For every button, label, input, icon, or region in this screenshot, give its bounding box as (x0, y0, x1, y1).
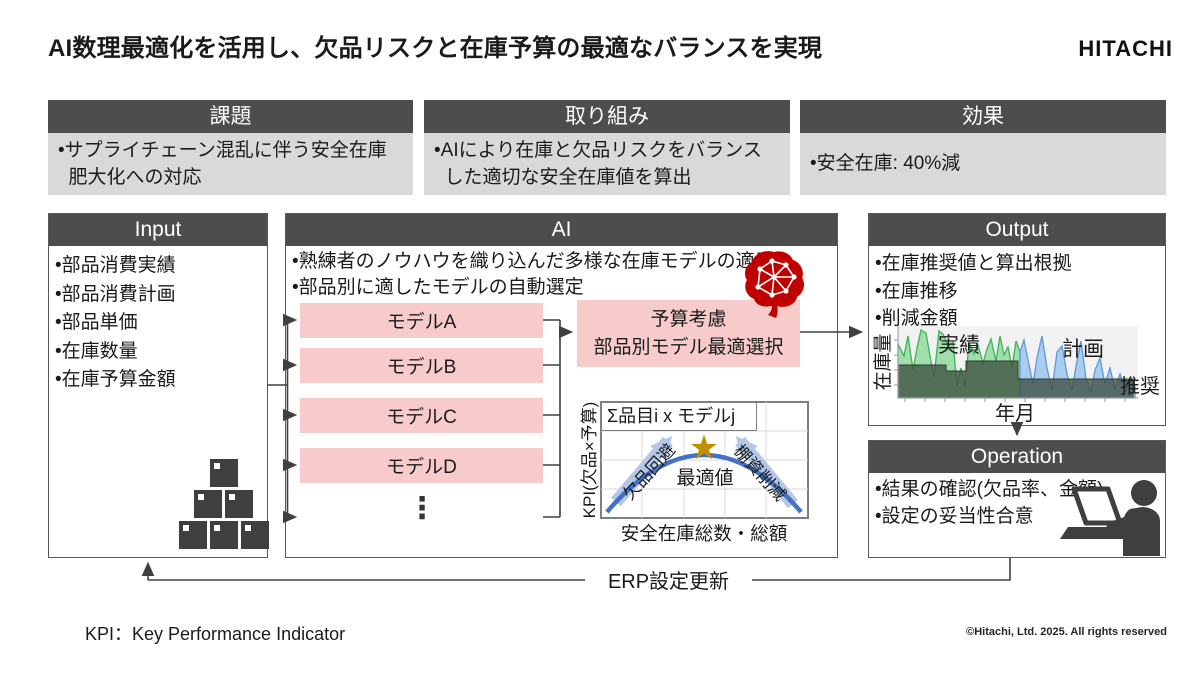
list-item: •部品別に適したモデルの自動選定 (292, 276, 584, 298)
hitachi-logo: HITACHI (1078, 36, 1173, 61)
kpi-footnote: KPI：Key Performance Indicator (85, 624, 346, 644)
initiative-header: 取り組み (424, 100, 790, 133)
recommended-series-label: 推奨 (1120, 376, 1160, 398)
challenge-header: 課題 (48, 100, 413, 133)
model-selector-box: 予算考慮 部品別モデル最適選択 (577, 300, 800, 367)
initiative-box: 取り組み •AIにより在庫と欠品リスクをバランスした適切な安全在庫値を算出 (424, 100, 790, 195)
parts-stack-icon (179, 459, 269, 549)
ai-bullet-list: •熟練者のノウハウを織り込んだ多様な在庫モデルの適用 •部品別に適したモデルの自… (292, 249, 833, 300)
list-item: •在庫推奨値と算出根拠 (875, 253, 1072, 274)
model-b-box: モデルB (300, 348, 543, 383)
list-item: •熟練者のノウハウを織り込んだ多様な在庫モデルの適用 (292, 251, 774, 272)
ai-brain-icon (744, 251, 805, 318)
effect-box: 効果 •安全在庫: 40%減 (800, 100, 1166, 195)
optimal-star-icon: ★ (688, 429, 720, 467)
models-ellipsis-icon: ⋮ (407, 492, 437, 525)
person-laptop-icon (1060, 480, 1160, 556)
list-item: •削減金額 (875, 308, 958, 330)
selector-line1: 予算考慮 (650, 308, 727, 330)
inventory-y-axis-label: 在庫量 (873, 333, 894, 391)
operation-item-list: •結果の確認(欠品率、金額) •設定の妥当性合意 (875, 477, 1161, 530)
kpi-y-axis-label: KPI(欠品×予算) (580, 401, 599, 519)
effect-header: 効果 (800, 100, 1166, 133)
output-header: Output (869, 214, 1165, 246)
page-title: AI数理最適化を活用し、欠品リスクと在庫予算の最適なバランスを実現 (48, 35, 823, 62)
plan-series-label: 計画 (1062, 338, 1104, 361)
inventory-x-axis-label: 年月 (995, 403, 1035, 425)
list-item: •在庫数量 (55, 340, 138, 362)
model-c-box: モデルC (300, 398, 543, 433)
input-box: Input •部品消費実績 •部品消費計画 •部品単価 •在庫数量 •在庫予算金… (48, 213, 268, 558)
list-item: •在庫推移 (875, 280, 958, 302)
erp-feedback-label: ERP設定更新 (585, 565, 752, 594)
list-item: •部品消費実績 (55, 255, 176, 276)
optimal-value-label: 最適値 (676, 468, 734, 489)
challenge-box: 課題 •サプライチェーン混乱に伴う安全在庫肥大化への対応 (48, 100, 413, 195)
input-item-list: •部品消費実績 •部品消費計画 •部品単価 •在庫数量 •在庫予算金額 (55, 252, 263, 395)
list-item: •結果の確認(欠品率、金額) (875, 479, 1104, 500)
operation-header: Operation (869, 441, 1165, 473)
actual-series-label: 実績 (938, 334, 980, 357)
output-item-list: •在庫推奨値と算出根拠 •在庫推移 •削減金額 (875, 250, 1161, 333)
copyright-text: ©Hitachi, Ltd. 2025. All rights reserved (966, 626, 1167, 638)
kpi-x-axis-label: 安全在庫総数・総額 (620, 523, 788, 544)
input-header: Input (49, 214, 267, 246)
list-item: •在庫予算金額 (55, 369, 176, 390)
model-d-box: モデルD (300, 448, 543, 483)
ai-header: AI (286, 214, 837, 246)
initiative-body: •AIにより在庫と欠品リスクをバランスした適切な安全在庫値を算出 (434, 140, 762, 188)
list-item: •部品単価 (55, 312, 138, 333)
list-item: •部品消費計画 (55, 283, 176, 305)
list-item: •設定の妥当性合意 (875, 505, 1034, 527)
effect-body: •安全在庫: 40%減 (810, 152, 961, 174)
connector-erp-feedback (141, 558, 1011, 581)
operation-box: Operation •結果の確認(欠品率、金額) •設定の妥当性合意 (868, 440, 1166, 558)
selector-line2: 部品別モデル最適選択 (593, 336, 784, 358)
challenge-body: •サプライチェーン混乱に伴う安全在庫肥大化への対応 (58, 140, 387, 188)
model-a-box: モデルA (300, 303, 543, 338)
